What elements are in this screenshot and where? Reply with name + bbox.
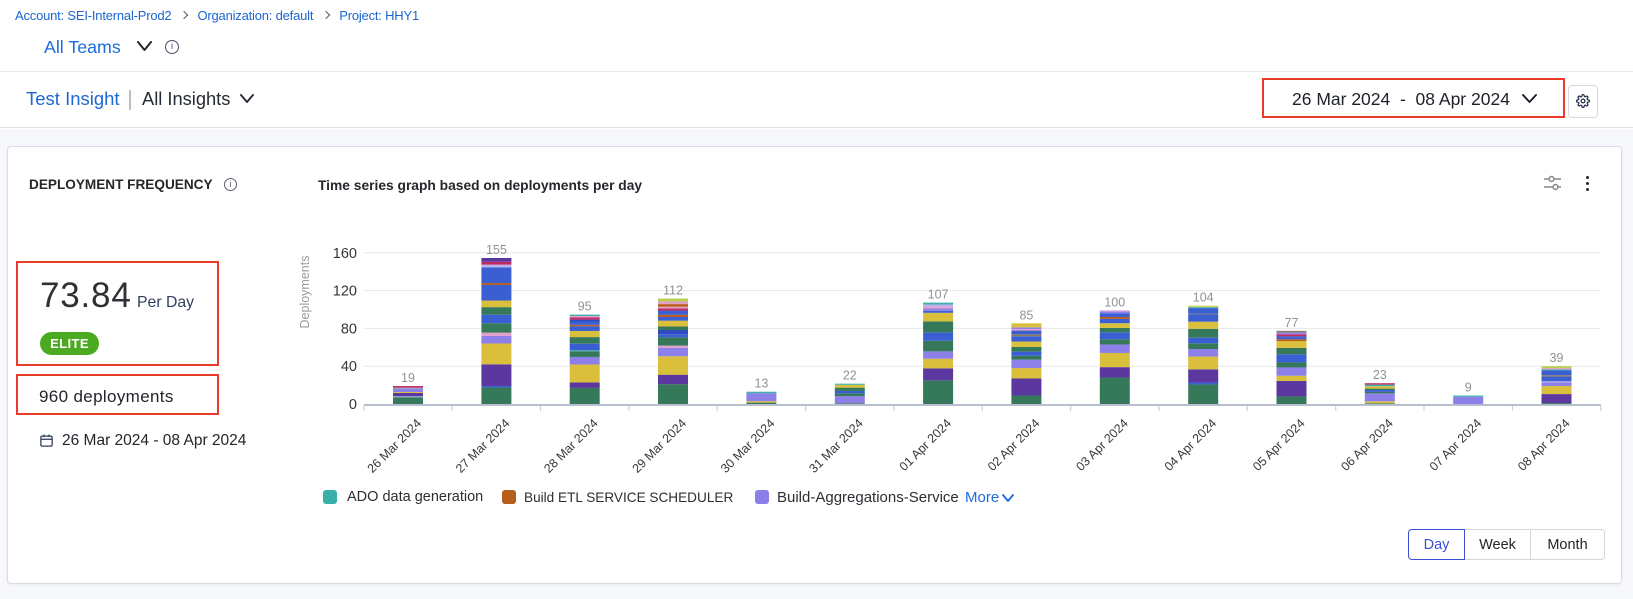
svg-text:0: 0 [349,397,357,413]
svg-text:03 Apr 2024: 03 Apr 2024 [1073,416,1131,474]
svg-text:06 Apr 2024: 06 Apr 2024 [1338,416,1396,474]
svg-text:155: 155 [486,243,507,257]
svg-text:107: 107 [928,288,949,302]
svg-text:02 Apr 2024: 02 Apr 2024 [985,416,1043,474]
svg-text:22: 22 [843,369,857,383]
svg-text:85: 85 [1019,308,1033,322]
svg-text:08 Apr 2024: 08 Apr 2024 [1515,416,1573,474]
svg-text:40: 40 [341,359,357,375]
svg-text:26 Mar 2024: 26 Mar 2024 [365,416,425,476]
svg-text:160: 160 [333,246,357,262]
svg-text:30 Mar 2024: 30 Mar 2024 [718,416,778,476]
svg-text:01 Apr 2024: 01 Apr 2024 [897,416,955,474]
svg-text:120: 120 [333,284,357,300]
svg-text:80: 80 [341,321,357,337]
svg-text:39: 39 [1550,351,1564,365]
svg-text:07 Apr 2024: 07 Apr 2024 [1427,416,1485,474]
svg-text:13: 13 [754,377,768,391]
svg-text:77: 77 [1285,316,1299,330]
svg-text:29 Mar 2024: 29 Mar 2024 [630,416,690,476]
svg-text:95: 95 [578,300,592,314]
svg-text:112: 112 [663,284,683,298]
svg-text:Deployments: Deployments [298,256,312,329]
svg-text:9: 9 [1465,381,1472,395]
svg-text:27 Mar 2024: 27 Mar 2024 [453,416,513,476]
svg-text:04 Apr 2024: 04 Apr 2024 [1162,416,1220,474]
svg-text:100: 100 [1104,295,1125,309]
svg-text:28 Mar 2024: 28 Mar 2024 [541,416,601,476]
svg-text:19: 19 [401,371,415,385]
svg-text:23: 23 [1373,368,1387,382]
svg-text:05 Apr 2024: 05 Apr 2024 [1250,416,1308,474]
svg-text:104: 104 [1193,291,1214,305]
svg-text:31 Mar 2024: 31 Mar 2024 [806,416,866,476]
